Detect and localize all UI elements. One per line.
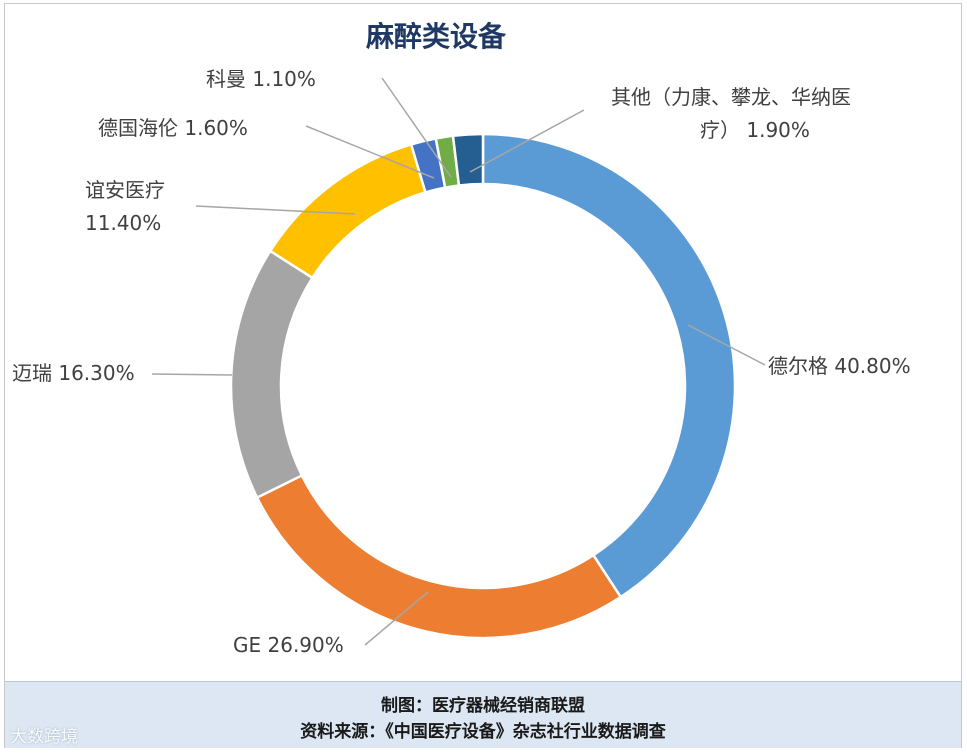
leader-line [195, 205, 356, 215]
leader-line [381, 77, 452, 178]
data-label: GE 26.90% [233, 633, 344, 657]
leader-line [151, 373, 233, 376]
data-label: 德国海伦 1.60% [98, 116, 248, 140]
watermark: 大数跨境 [10, 727, 78, 747]
chart-title: 麻醉类设备 [366, 20, 507, 53]
leader-line [469, 109, 585, 173]
leader-line [364, 591, 429, 646]
leader-line [305, 125, 435, 179]
data-label: 谊安医疗 [85, 178, 165, 202]
slice-迈瑞 [229, 249, 315, 500]
leader-line [687, 324, 766, 366]
data-label: 德尔格 40.80% [768, 354, 911, 378]
slice-其他-力康-攀龙-华纳医疗 [451, 132, 485, 187]
donut-chart: 麻醉类设备 德尔格 40.80% GE 26.90% 迈瑞 16.30% 谊安医疗 11… [12, 20, 911, 657]
footer-band: 制图：医疗器械经销商联盟 资料来源：《中国医疗设备》杂志社行业数据调查 [5, 681, 961, 748]
data-label: 11.40% [85, 211, 161, 235]
data-label: 其他（力康、攀龙、华纳医 [611, 85, 851, 109]
footer-source: 资料来源：《中国医疗设备》杂志社行业数据调查 [300, 722, 666, 742]
data-label: 科曼 1.10% [206, 67, 316, 91]
footer-credit: 制图：医疗器械经销商联盟 [381, 696, 585, 716]
data-label: 疗） 1.90% [700, 118, 810, 142]
data-label: 迈瑞 16.30% [12, 361, 135, 385]
slice-GE [255, 473, 623, 640]
slice-德尔格 [481, 132, 737, 599]
